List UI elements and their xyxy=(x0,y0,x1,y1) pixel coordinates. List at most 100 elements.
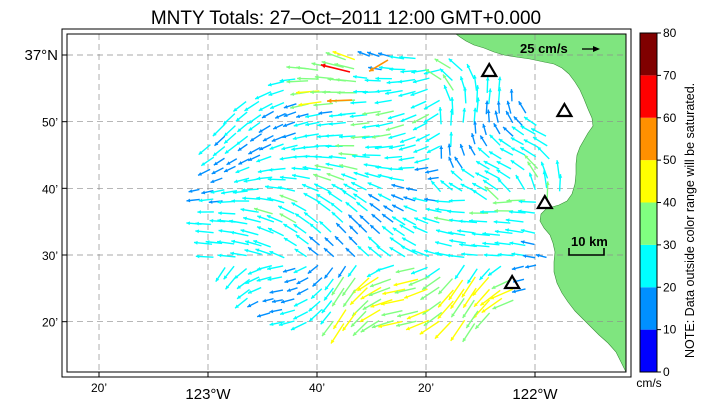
current-vector xyxy=(515,174,526,190)
current-vector xyxy=(398,90,416,98)
current-vector xyxy=(388,144,405,150)
grid-lines xyxy=(67,34,626,372)
current-vector xyxy=(357,245,370,257)
current-vector xyxy=(479,135,488,147)
current-vector xyxy=(256,176,273,181)
lon-label-2: 40’ xyxy=(309,381,325,395)
current-vector xyxy=(482,241,500,246)
current-vector xyxy=(488,88,492,104)
current-vector xyxy=(364,172,381,178)
current-vector xyxy=(334,235,344,245)
speed-scale: 25 cm/s xyxy=(520,41,600,56)
current-vector xyxy=(367,246,382,258)
current-vector xyxy=(405,187,418,192)
lat-label-2: 40’ xyxy=(42,182,58,196)
current-vector xyxy=(496,160,512,170)
current-vector xyxy=(484,170,501,180)
current-vector xyxy=(462,323,476,343)
current-vector xyxy=(313,154,333,159)
current-vector xyxy=(525,264,537,269)
current-vector xyxy=(214,135,226,147)
current-vector xyxy=(360,286,382,300)
current-vector xyxy=(223,265,235,280)
current-vector xyxy=(261,110,274,119)
current-vector xyxy=(186,198,200,203)
current-vector xyxy=(476,97,480,113)
current-vector xyxy=(536,146,550,160)
current-vector xyxy=(448,279,464,301)
current-vector xyxy=(296,288,309,296)
current-vector xyxy=(523,138,538,148)
lat-label-3: 30’ xyxy=(42,249,58,263)
current-vector xyxy=(272,123,284,130)
current-vector xyxy=(488,150,502,160)
current-vector xyxy=(423,249,442,257)
current-vector xyxy=(352,193,367,204)
current-vector xyxy=(424,68,442,81)
current-vector xyxy=(302,165,321,171)
current-vector xyxy=(282,267,296,273)
current-vector xyxy=(377,52,392,58)
current-vector xyxy=(485,100,489,115)
current-vector xyxy=(324,237,334,247)
current-vector xyxy=(232,190,248,195)
lon-label-1: 123°W xyxy=(185,386,231,403)
current-vector xyxy=(326,172,345,181)
colorbar-cell-5 xyxy=(640,117,657,161)
current-vector xyxy=(256,155,272,163)
map-frame xyxy=(66,33,627,373)
current-vector xyxy=(279,156,295,161)
current-vector xyxy=(267,80,285,87)
current-vector xyxy=(325,51,346,61)
current-vector xyxy=(210,177,223,184)
current-vector xyxy=(381,213,394,223)
current-vector xyxy=(497,87,502,102)
current-vector xyxy=(447,209,465,214)
current-vector xyxy=(237,143,248,152)
current-vector xyxy=(339,163,358,171)
current-vector xyxy=(475,172,490,181)
colorbar-cell-2 xyxy=(640,244,657,288)
current-vector xyxy=(224,144,237,155)
station-1-triangle-icon xyxy=(480,61,499,78)
current-vector xyxy=(353,171,369,178)
current-vector xyxy=(447,231,466,236)
current-vector xyxy=(262,134,274,142)
current-vector xyxy=(320,311,332,325)
current-vector xyxy=(236,122,249,133)
current-vector xyxy=(400,245,418,255)
current-vector xyxy=(437,289,454,308)
colorbar-tick-label-7: 70 xyxy=(663,68,677,82)
current-vector xyxy=(530,127,547,137)
current-vector xyxy=(439,68,453,82)
current-vector xyxy=(256,276,272,282)
current-vector xyxy=(231,199,250,203)
current-vector xyxy=(294,213,310,225)
current-vector xyxy=(335,222,347,234)
current-vector xyxy=(448,156,455,168)
current-vector xyxy=(256,196,274,202)
current-vector xyxy=(247,154,261,162)
current-vector xyxy=(345,247,356,258)
current-vector xyxy=(485,76,490,93)
current-vector xyxy=(413,145,429,154)
current-vector xyxy=(337,265,347,278)
colorbar-cell-3 xyxy=(640,202,657,245)
current-vector xyxy=(223,125,236,137)
current-vector xyxy=(374,99,392,105)
current-vector xyxy=(448,198,465,203)
current-vector xyxy=(283,237,297,247)
current-vector xyxy=(330,323,345,344)
current-vector xyxy=(242,216,261,223)
current-vector xyxy=(449,131,454,147)
current-vector xyxy=(301,183,319,192)
map-title: MNTY Totals: 27–Oct–2011 12:00 GMT+0.000 xyxy=(151,8,541,29)
current-vector xyxy=(382,288,406,296)
current-vector xyxy=(371,213,382,223)
current-vector xyxy=(375,121,394,128)
current-vector xyxy=(473,107,477,123)
longitude-labels: 20’ 123°W 40’ 20’ 122°W xyxy=(91,372,558,403)
current-vector xyxy=(313,183,331,193)
colorbar-tick-label-2: 20 xyxy=(663,280,677,294)
current-vector xyxy=(290,321,307,331)
